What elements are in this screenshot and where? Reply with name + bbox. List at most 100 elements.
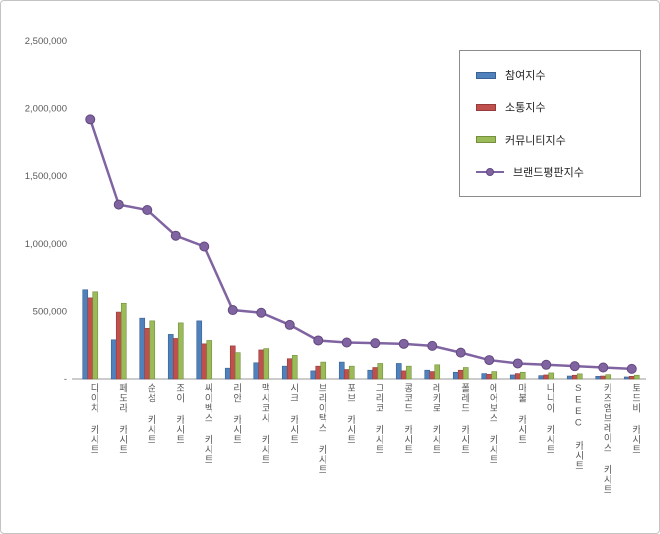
legend-label: 브랜드평판지수 <box>513 166 584 179</box>
bar-소통지수 <box>400 370 407 380</box>
bar-소통지수 <box>486 373 493 380</box>
bar-소통지수 <box>172 338 179 380</box>
bar-커뮤니티지수 <box>576 373 583 380</box>
bar-커뮤니티지수 <box>320 361 327 380</box>
line-marker-icon <box>512 358 523 369</box>
bar-커뮤니티지수 <box>206 340 213 380</box>
legend-bar-swatch-icon <box>476 136 496 144</box>
bar-커뮤니티지수 <box>519 371 526 380</box>
bar-커뮤니티지수 <box>234 352 241 380</box>
bar-소통지수 <box>144 327 151 380</box>
y-axis-tick-label: 1,000,000 <box>25 239 67 250</box>
legend-bar-swatch-icon <box>476 71 496 79</box>
y-axis-tick-label: - <box>64 374 67 385</box>
bar-참여지수 <box>538 375 545 380</box>
line-marker-icon <box>85 114 96 125</box>
bar-참여지수 <box>481 373 488 380</box>
bar-참여지수 <box>623 376 630 380</box>
bar-커뮤니티지수 <box>120 302 127 380</box>
bar-참여지수 <box>167 334 174 380</box>
legend-label: 참여지수 <box>505 70 546 83</box>
bar-커뮤니티지수 <box>491 371 498 380</box>
y-axis-tick-label: 2,000,000 <box>25 104 67 115</box>
bar-참여지수 <box>452 371 459 380</box>
bar-소통지수 <box>87 297 94 380</box>
line-marker-icon <box>541 359 552 370</box>
line-marker-icon <box>341 337 352 348</box>
bar-커뮤니티지수 <box>92 291 99 380</box>
bar-커뮤니티지수 <box>377 363 384 380</box>
bar-소통지수 <box>543 374 550 380</box>
legend-label: 커뮤니티지수 <box>505 134 566 147</box>
bar-커뮤니티지수 <box>633 374 640 380</box>
legend-item: 커뮤니티지수 <box>476 132 624 148</box>
bar-소통지수 <box>514 373 521 380</box>
line-marker-icon <box>455 347 466 358</box>
y-axis-tick-label: 500,000 <box>33 306 67 317</box>
bar-참여지수 <box>338 361 345 380</box>
bar-소통지수 <box>457 369 464 380</box>
line-marker-icon <box>170 230 181 241</box>
bar-커뮤니티지수 <box>434 364 441 380</box>
line-marker-icon <box>569 361 580 372</box>
y-axis-tick-label: 1,500,000 <box>25 171 67 182</box>
bar-참여지수 <box>253 362 260 380</box>
bar-소통지수 <box>115 311 122 380</box>
legend-item: 브랜드평판지수 <box>476 164 624 180</box>
bar-소통지수 <box>258 349 265 380</box>
line-marker-icon <box>598 362 609 373</box>
line-marker-icon <box>313 335 324 346</box>
bar-커뮤니티지수 <box>291 355 298 380</box>
bar-커뮤니티지수 <box>149 320 156 380</box>
bar-참여지수 <box>367 369 374 380</box>
line-marker-icon <box>484 355 495 366</box>
bar-참여지수 <box>281 365 288 380</box>
bar-소통지수 <box>628 375 635 380</box>
legend-line-marker-icon <box>476 167 504 177</box>
bar-소통지수 <box>315 365 322 380</box>
bar-커뮤니티지수 <box>605 374 612 380</box>
bar-참여지수 <box>509 374 516 380</box>
bar-참여지수 <box>224 367 231 380</box>
bar-참여지수 <box>82 289 89 380</box>
bar-참여지수 <box>110 339 117 380</box>
bar-소통지수 <box>429 371 436 380</box>
line-marker-icon <box>626 363 637 374</box>
line-marker-icon <box>284 319 295 330</box>
line-marker-icon <box>113 199 124 210</box>
bar-소통지수 <box>600 375 607 380</box>
legend-label: 소통지수 <box>505 102 546 115</box>
legend-item: 참여지수 <box>476 67 624 83</box>
bar-소통지수 <box>286 358 293 380</box>
line-marker-icon <box>227 305 238 316</box>
bar-커뮤니티지수 <box>548 372 555 380</box>
line-marker-icon <box>370 338 381 349</box>
line-marker-icon <box>256 307 267 318</box>
legend-bar-swatch-icon <box>476 103 496 111</box>
bar-커뮤니티지수 <box>348 365 355 380</box>
bar-소통지수 <box>343 369 350 380</box>
bar-소통지수 <box>372 367 379 380</box>
bar-참여지수 <box>395 363 402 380</box>
bar-소통지수 <box>229 345 236 380</box>
bar-참여지수 <box>595 375 602 380</box>
bar-소통지수 <box>201 343 208 380</box>
line-marker-icon <box>142 205 153 215</box>
y-axis-tick-label: 2,500,000 <box>25 36 67 47</box>
line-marker-icon <box>398 338 409 349</box>
line-marker-icon <box>199 241 210 252</box>
bar-참여지수 <box>310 370 317 380</box>
bar-커뮤니티지수 <box>405 365 412 380</box>
legend-marker-dot-icon <box>486 167 494 176</box>
bar-커뮤니티지수 <box>462 367 469 380</box>
bar-소통지수 <box>571 374 578 380</box>
bar-참여지수 <box>424 369 431 380</box>
bar-참여지수 <box>196 320 203 380</box>
bar-커뮤니티지수 <box>177 322 184 380</box>
bar-커뮤니티지수 <box>263 348 270 380</box>
bar-참여지수 <box>566 375 573 380</box>
legend-item: 소통지수 <box>476 99 624 115</box>
